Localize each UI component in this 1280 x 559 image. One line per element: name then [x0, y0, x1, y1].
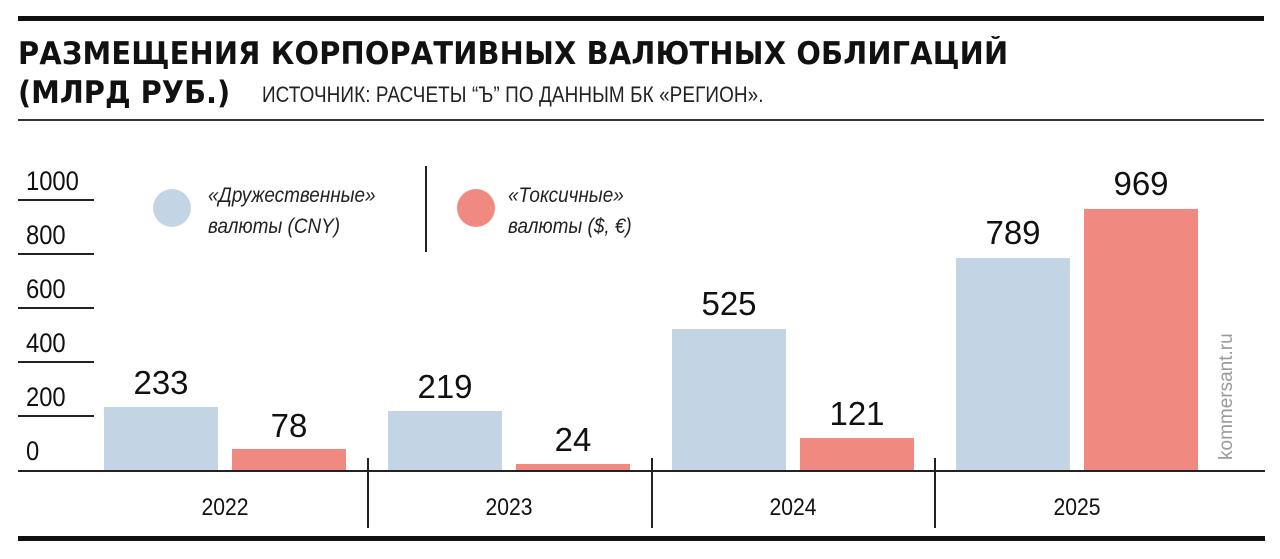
bar-label-2024-toxic: 121: [829, 395, 885, 432]
source-note: ИСТОЧНИК: РАСЧЕТЫ “Ъ” ПО ДАННЫМ БК «РЕГИ…: [262, 82, 764, 107]
watermark: kommersant.ru: [1216, 333, 1237, 460]
group-divider-3: [934, 458, 936, 528]
y-tick-label-200: 200: [26, 382, 66, 412]
top-rule: [18, 16, 1264, 21]
x-axis-baseline: [18, 470, 1265, 472]
bar-2024-friendly: [672, 329, 786, 470]
bar-2024-toxic: [800, 438, 914, 470]
bar-2023-toxic: [516, 464, 630, 470]
legend-divider: [425, 166, 427, 252]
y-tick-label-800: 800: [26, 220, 66, 250]
header-separator: [18, 119, 1264, 121]
legend-friendly-label-1: «Дружественные»: [208, 184, 376, 207]
y-tick-label-400: 400: [26, 328, 66, 358]
bar-label-2025-friendly: 789: [985, 214, 1041, 251]
bar-label-2025-toxic: 969: [1113, 165, 1169, 202]
bar-2022-friendly: [104, 407, 218, 470]
x-tick-label-2025: 2025: [1053, 494, 1101, 521]
bar-label-2022-toxic: 78: [270, 407, 308, 444]
y-tick-line-200: [18, 415, 94, 417]
x-tick-label-2022: 2022: [201, 494, 249, 521]
bar-label-2022-friendly: 233: [133, 364, 189, 401]
bottom-rule: [18, 536, 1265, 541]
legend-toxic-label-2: валюты ($, €): [508, 215, 632, 238]
group-divider-1: [367, 458, 369, 528]
group-divider-2: [651, 458, 653, 528]
bar-label-2023-friendly: 219: [417, 368, 473, 405]
y-tick-label-1000: 1000: [26, 166, 79, 196]
x-tick-label-2023: 2023: [485, 494, 533, 521]
bar-label-2023-toxic: 24: [554, 421, 592, 458]
y-tick-line-800: [18, 253, 94, 255]
y-tick-label-600: 600: [26, 274, 66, 304]
y-tick-line-1000: [18, 199, 94, 201]
chart-title-line-1: РАЗМЕЩЕНИЯ КОРПОРАТИВНЫХ ВАЛЮТНЫХ ОБЛИГА…: [18, 36, 1009, 72]
y-tick-label-0: 0: [26, 436, 40, 466]
legend-toxic-label-1: «Токсичные»: [508, 184, 624, 207]
bar-2025-friendly: [956, 258, 1070, 470]
legend-friendly-label-2: валюты (CNY): [208, 215, 341, 238]
legend-friendly-swatch-icon: [153, 189, 191, 227]
bar-2025-toxic: [1084, 209, 1198, 470]
bar-label-2024-friendly: 525: [701, 285, 757, 322]
bar-2022-toxic: [232, 449, 346, 470]
y-tick-line-600: [18, 307, 94, 309]
y-tick-line-400: [18, 361, 94, 363]
x-tick-label-2024: 2024: [769, 494, 817, 521]
bar-2023-friendly: [388, 411, 502, 470]
chart-title-line-2: (МЛРД РУБ.): [18, 75, 231, 111]
legend-toxic-swatch-icon: [457, 189, 495, 227]
